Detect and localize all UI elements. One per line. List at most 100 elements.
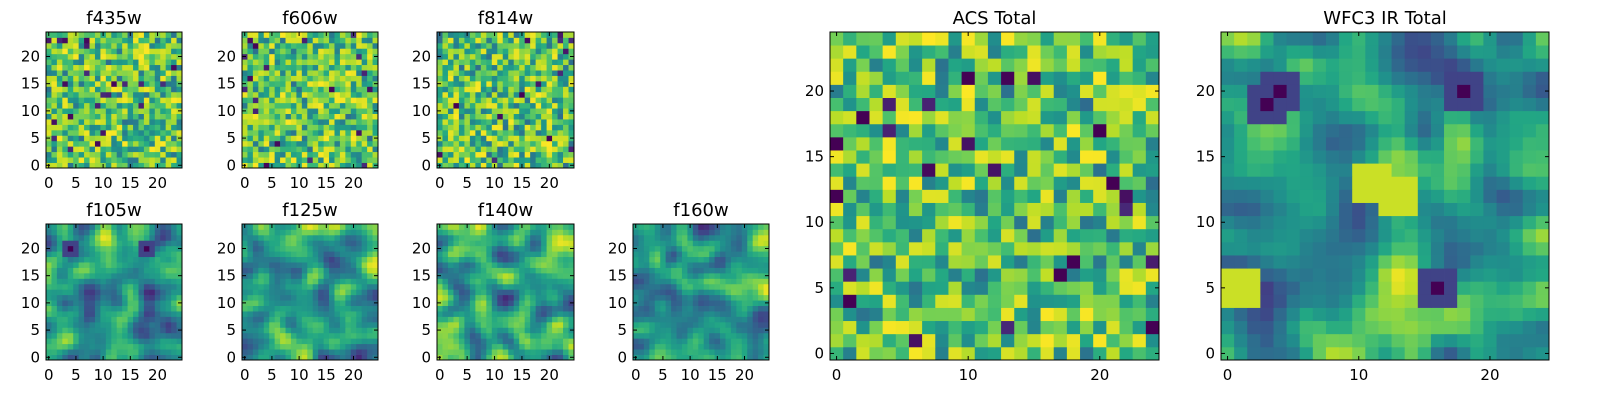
heatmap-cell (458, 234, 465, 241)
heatmap-cell (138, 267, 145, 274)
heatmap-cell (709, 338, 715, 345)
heatmap-cell (736, 321, 743, 328)
heatmap-cell (720, 278, 726, 285)
heatmap-cell (758, 316, 764, 323)
heatmap-cell (94, 262, 101, 268)
heatmap-cell (258, 102, 265, 109)
x-tick-label: 0 (631, 366, 641, 384)
heatmap-cell (447, 91, 454, 98)
heatmap-cell (736, 311, 743, 317)
heatmap-cell (62, 80, 69, 87)
heatmap-cell (149, 48, 156, 55)
heatmap-cell (453, 86, 460, 93)
heatmap-cell (127, 278, 134, 285)
heatmap-cell (1014, 307, 1028, 322)
heatmap-cell (67, 75, 74, 82)
heatmap-cell (154, 37, 161, 44)
heatmap-cell (111, 113, 118, 120)
heatmap-cell (334, 37, 341, 44)
heatmap-cell (464, 42, 471, 49)
heatmap-cell (367, 53, 373, 60)
heatmap-cell (752, 349, 759, 355)
heatmap-cell (480, 267, 487, 274)
heatmap-cell (557, 316, 564, 323)
heatmap-cell (100, 272, 107, 279)
heatmap-cell (709, 256, 715, 263)
heatmap-cell (557, 229, 564, 236)
heatmap-cell (935, 189, 949, 203)
heatmap-cell (247, 151, 254, 158)
heatmap-cell (447, 102, 454, 109)
heatmap-cell (535, 289, 542, 296)
heatmap-cell (51, 135, 58, 142)
heatmap-cell (73, 272, 80, 279)
heatmap-cell (307, 42, 314, 49)
heatmap-cell (285, 305, 292, 312)
heatmap-cell (339, 321, 346, 328)
heatmap-cell (442, 80, 449, 87)
heatmap-cell (301, 316, 308, 323)
heatmap-cell (51, 262, 58, 268)
heatmap-cell (1066, 268, 1081, 282)
heatmap-cell (122, 53, 128, 60)
heatmap-cell (730, 343, 737, 350)
heatmap-cell (974, 255, 989, 269)
heatmap-cell (1014, 176, 1028, 190)
heatmap-cell (247, 321, 254, 328)
heatmap-cell (530, 251, 537, 258)
heatmap-cell (176, 262, 183, 268)
heatmap-cell (741, 316, 748, 323)
heatmap-cell (78, 327, 85, 334)
heatmap-cell (127, 53, 134, 60)
heatmap-cell (307, 283, 314, 290)
heatmap-cell (720, 240, 726, 247)
heatmap-cell (643, 224, 650, 230)
heatmap-cell (535, 91, 542, 98)
heatmap-cell (345, 300, 352, 306)
heatmap-cell (541, 256, 547, 263)
heatmap-cell (100, 86, 107, 93)
heatmap-cell (323, 91, 330, 98)
heatmap-cell (974, 189, 989, 203)
heatmap-cell (372, 321, 379, 328)
heatmap-cell (508, 124, 515, 131)
heatmap-cell (56, 272, 63, 279)
heatmap-cell (312, 349, 319, 355)
heatmap-cell (242, 129, 248, 136)
heatmap-cell (149, 129, 156, 136)
heatmap-cell (535, 354, 542, 361)
heatmap-cell (453, 294, 460, 301)
heatmap-cell (252, 48, 259, 55)
heatmap-cell (263, 119, 270, 125)
heatmap-cell (568, 75, 575, 82)
heatmap-cell (116, 289, 123, 296)
heatmap-cell (464, 327, 471, 334)
heatmap-cell (290, 316, 297, 323)
heatmap-cell (948, 163, 962, 177)
heatmap-cell (94, 267, 101, 274)
heatmap-cell (372, 294, 379, 301)
heatmap-cell (480, 75, 487, 82)
heatmap-cell (46, 349, 52, 355)
heatmap-cell (274, 321, 281, 328)
heatmap-cell (541, 151, 547, 158)
heatmap-cell (676, 305, 683, 312)
heatmap-cell (242, 37, 248, 44)
heatmap-cell (546, 102, 553, 109)
heatmap-cell (458, 267, 465, 274)
heatmap-cell (361, 140, 368, 147)
heatmap-cell (111, 151, 118, 158)
heatmap-cell (318, 86, 324, 93)
heatmap-cell (242, 86, 248, 93)
heatmap-cell (94, 48, 101, 55)
heatmap-cell (469, 108, 476, 114)
heatmap-cell (447, 75, 454, 82)
heatmap-cell (94, 229, 101, 236)
heatmap-cell (111, 86, 118, 93)
heatmap-cell (263, 42, 270, 49)
heatmap-cell (51, 64, 58, 71)
heatmap-cell (143, 64, 150, 71)
heatmap-cell (84, 37, 90, 44)
heatmap-cell (442, 251, 449, 258)
heatmap-cell (480, 283, 487, 290)
